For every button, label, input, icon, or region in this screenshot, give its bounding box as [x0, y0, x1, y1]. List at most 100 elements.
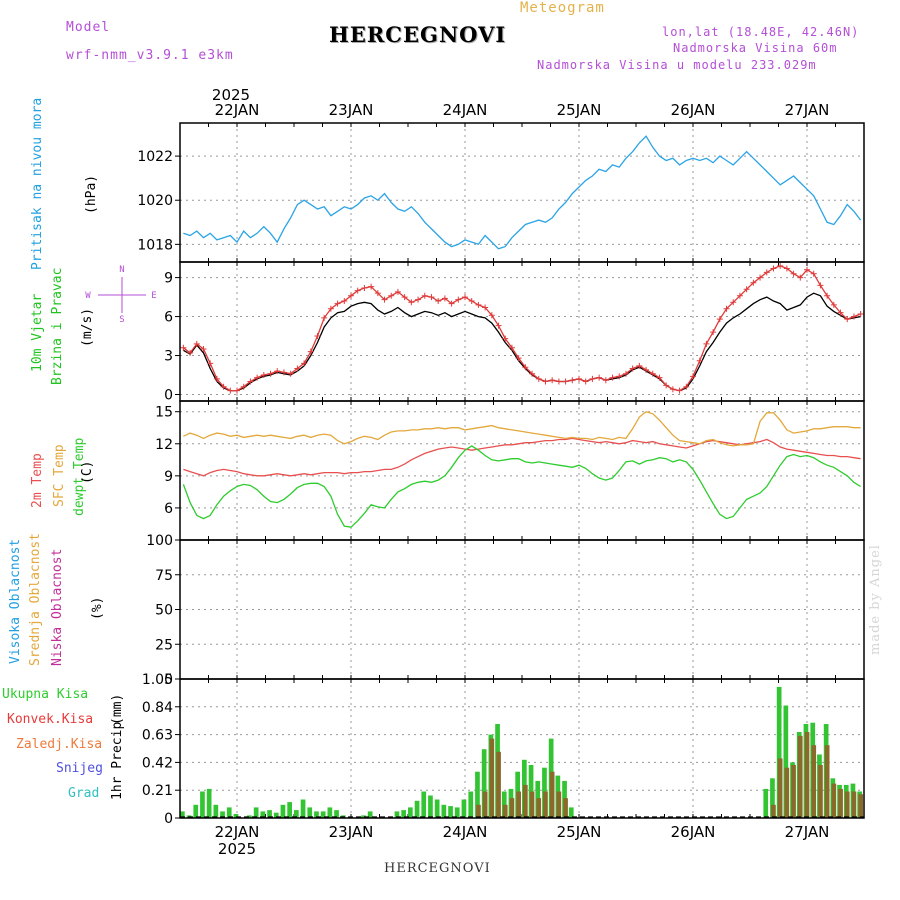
gust-marker [616, 373, 623, 380]
gust-marker [797, 274, 804, 281]
gust-marker [522, 364, 529, 371]
bar-konvek-kisa [851, 791, 857, 818]
gust-marker [227, 387, 234, 394]
gust-marker [844, 316, 851, 323]
bar-konvek-kisa [831, 783, 837, 818]
gust-marker [207, 360, 214, 367]
bottom-day-label: 26JAN [671, 823, 716, 841]
bar-ukupna-kisa [428, 795, 433, 818]
gust-marker [301, 360, 308, 367]
gust-marker [374, 290, 381, 297]
bar-ukupna-kisa [280, 804, 286, 818]
y-tick-label: 0 [164, 672, 173, 688]
bar-ukupna-kisa [314, 811, 319, 818]
series-line-pritisak-na-nivou-mora [183, 135, 862, 250]
gust-marker [180, 344, 187, 351]
y-tick-label: 1018 [137, 237, 173, 253]
gust-marker [220, 383, 227, 390]
bottom-day-label: 27JAN [785, 823, 830, 841]
bar-ukupna-kisa [260, 811, 266, 818]
gust-marker [247, 378, 254, 385]
gust-marker [267, 370, 274, 377]
series-line-sfc-temp [183, 410, 861, 447]
gust-marker [770, 265, 777, 272]
gust-marker [582, 378, 589, 385]
bar-ukupna-kisa [233, 814, 239, 818]
bar-ukupna-kisa [220, 811, 225, 818]
y-tick-label: 0.21 [142, 783, 173, 799]
bar-konvek-kisa [818, 765, 823, 818]
y-tick-label: 6 [164, 501, 173, 517]
compass-n: N [119, 265, 124, 275]
gust-marker [730, 299, 737, 306]
bar-konvek-kisa [777, 758, 783, 818]
bottom-day-label: 25JAN [557, 823, 602, 841]
bar-ukupna-kisa [247, 815, 252, 818]
gust-marker [307, 348, 314, 355]
bar-ukupna-kisa [434, 799, 440, 818]
y-tick-label: 0.63 [142, 728, 173, 744]
gust-marker [287, 370, 294, 377]
gust-marker [408, 299, 415, 306]
gust-marker [368, 283, 375, 290]
gust-marker [321, 314, 328, 321]
gust-marker [502, 335, 509, 342]
gust-marker [830, 301, 837, 308]
legend-convective-rain: Konvek.Kisa [7, 712, 94, 727]
bar-konvek-kisa [482, 791, 488, 818]
compass-s: S [119, 315, 124, 325]
gust-marker [576, 375, 582, 382]
gust-marker [743, 286, 750, 293]
gust-marker [723, 305, 730, 312]
gust-marker [421, 292, 428, 299]
gust-marker [763, 269, 770, 276]
model-elevation-label: Nadmorska Visina u modelu 233.029m [537, 58, 817, 72]
gust-marker [354, 287, 361, 294]
gust-marker [750, 279, 757, 286]
gust-marker [569, 377, 576, 384]
page-title: HERCEGNOVI [329, 22, 507, 47]
bar-konvek-kisa [824, 745, 830, 818]
gust-marker [314, 333, 321, 340]
gust-marker [475, 301, 482, 308]
top-day-label: 26JAN [671, 101, 716, 119]
bar-ukupna-kisa [776, 686, 782, 818]
gust-marker [649, 370, 656, 377]
bar-konvek-kisa [502, 804, 508, 818]
gust-marker [294, 365, 301, 372]
gust-marker [462, 294, 468, 301]
bar-konvek-kisa [791, 765, 796, 818]
gust-marker [482, 304, 489, 311]
bar-ukupna-kisa [454, 807, 460, 818]
bar-ukupna-kisa [320, 811, 326, 818]
elevation-label: Nadmorska Visina 60m [673, 41, 838, 55]
gust-marker [401, 294, 408, 301]
bottom-day-label: 22JAN [215, 823, 260, 841]
bar-ukupna-kisa [461, 799, 467, 818]
y-tick-label: 0 [164, 811, 173, 827]
y-tick-label: 0.84 [142, 700, 173, 716]
bar-konvek-kisa [556, 791, 562, 818]
bar-ukupna-kisa [468, 791, 474, 818]
gust-marker [415, 296, 422, 303]
gust-marker [736, 292, 743, 299]
bottom-year-label: 2025 [218, 840, 256, 858]
gust-marker [602, 377, 609, 384]
compass-cross [98, 277, 146, 313]
bar-ukupna-kisa [568, 807, 574, 818]
bar-ukupna-kisa [307, 807, 313, 818]
gust-marker [327, 305, 334, 312]
panel-frame [179, 400, 865, 541]
meteogram-label: Meteogram [520, 0, 605, 16]
gust-marker [555, 378, 562, 385]
gust-marker [341, 297, 348, 304]
gust-marker [441, 295, 448, 302]
gust-marker [683, 383, 690, 390]
gust-marker [200, 346, 207, 353]
bar-ukupna-kisa [180, 811, 185, 818]
bottom-day-label: 24JAN [443, 823, 488, 841]
top-day-label: 27JAN [785, 101, 830, 119]
y-tick-label: 1022 [137, 149, 173, 165]
top-year-label: 2025 [212, 86, 250, 104]
